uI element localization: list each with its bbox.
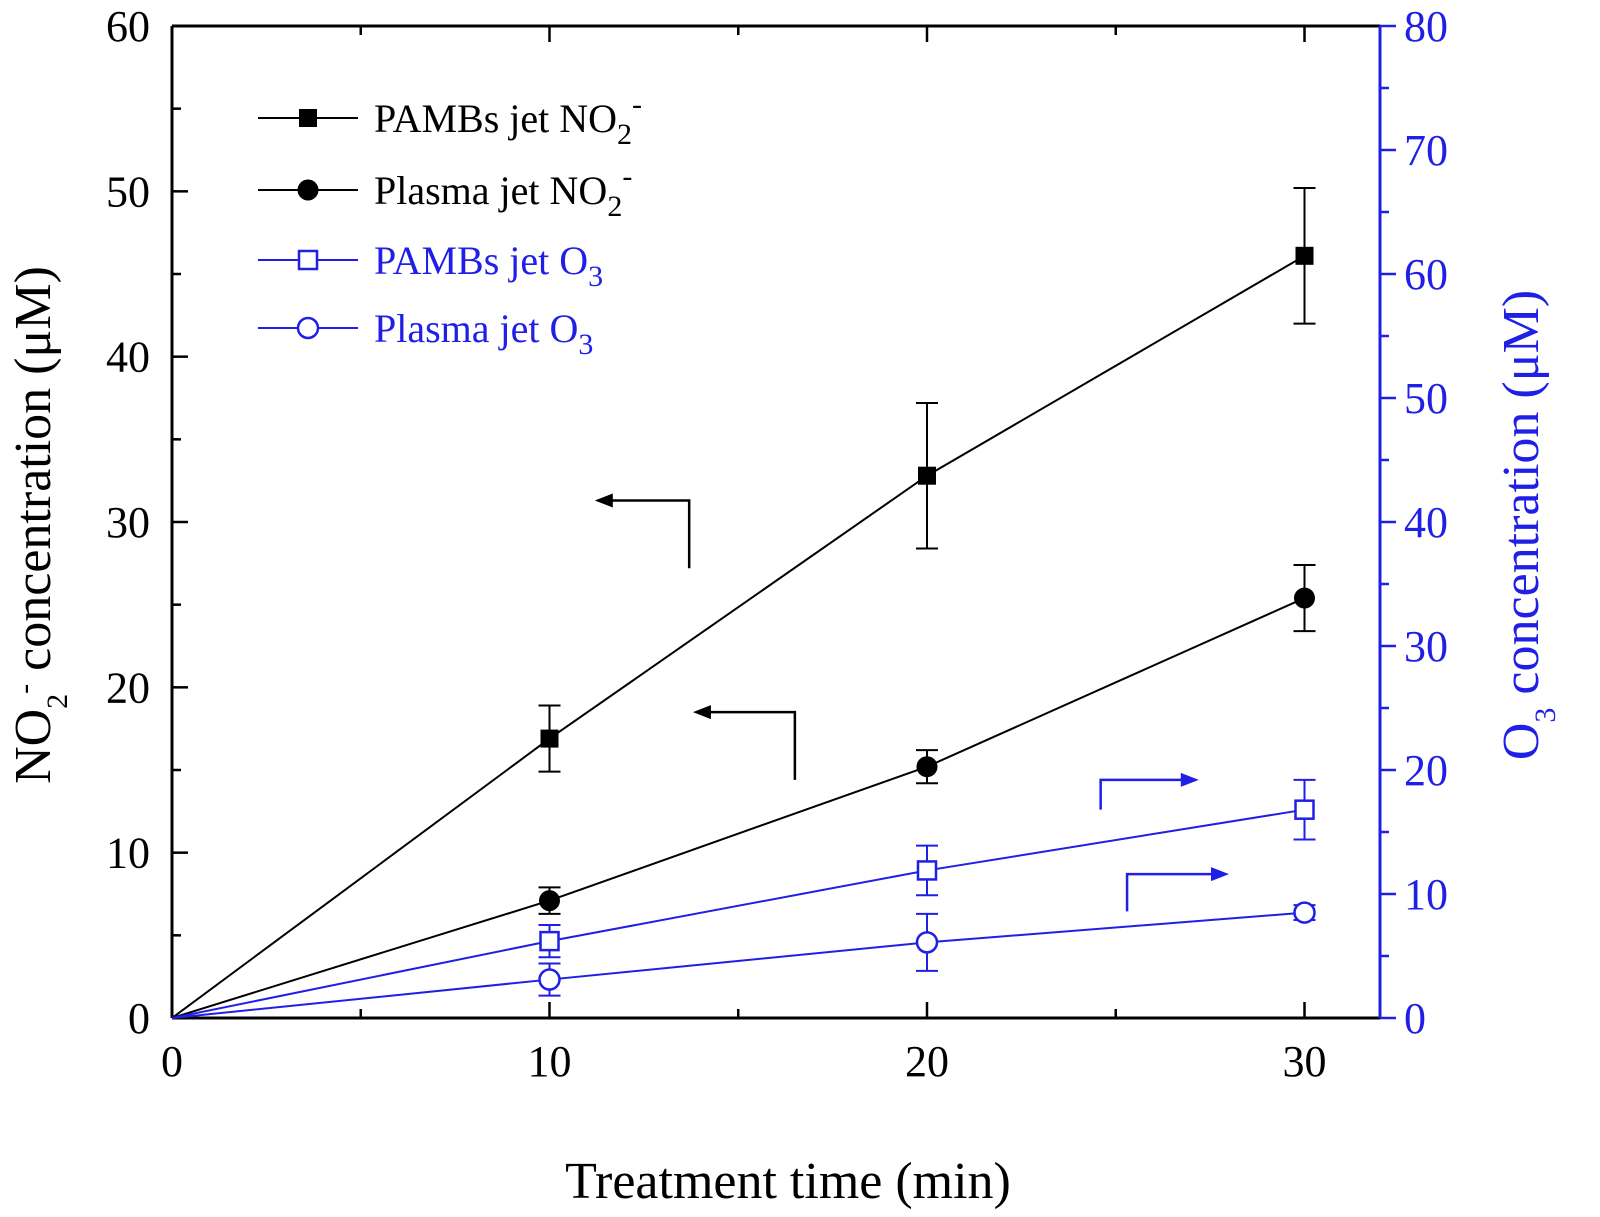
legend-label-sub: 2 bbox=[607, 190, 622, 223]
legend-label-sub: 3 bbox=[588, 260, 603, 293]
left-y-tick-label: 60 bbox=[106, 2, 150, 51]
axis-arrow-left bbox=[692, 705, 797, 780]
series-plasma-jet-o3 bbox=[171, 901, 1316, 1019]
right-y-tick-label: 20 bbox=[1404, 746, 1448, 795]
left-y-tick-label: 40 bbox=[106, 333, 150, 382]
right-y-tick-label: 40 bbox=[1404, 498, 1448, 547]
left-y-tick-label: 20 bbox=[106, 663, 150, 712]
right-y-axis-title-prefix: O bbox=[1493, 723, 1550, 761]
series bbox=[171, 187, 1316, 1019]
axis-arrows bbox=[594, 493, 1229, 912]
series-pambs-jet-no2 bbox=[171, 187, 1316, 1019]
arrow-shaft bbox=[1099, 778, 1185, 810]
legend-label-main: PAMBs jet O bbox=[374, 238, 588, 283]
x-tick-label: 10 bbox=[528, 1037, 572, 1086]
x-tick-label: 20 bbox=[905, 1037, 949, 1086]
arrow-head bbox=[692, 705, 711, 720]
series-line-plasma-jet-no2 bbox=[171, 597, 1305, 1019]
data-point bbox=[918, 466, 936, 485]
arrow-head bbox=[594, 493, 613, 508]
legend-label: Plasma jet NO2- bbox=[374, 160, 632, 223]
arrow-shaft bbox=[1125, 872, 1215, 912]
legend-label-sub: 2 bbox=[617, 118, 632, 151]
left-y-axis-title-sup: - bbox=[8, 684, 41, 694]
legend-entry: PAMBs jet NO2- bbox=[258, 88, 642, 151]
arrow-head bbox=[1211, 867, 1229, 882]
axis-arrow-left bbox=[594, 493, 691, 569]
data-point bbox=[1294, 587, 1315, 609]
x-axis-title: Treatment time (min) bbox=[565, 1153, 1011, 1210]
left-y-axis-title-sub: 2 bbox=[41, 694, 74, 709]
series-line-pambs-jet-no2 bbox=[171, 254, 1306, 1019]
legend-label: Plasma jet O3 bbox=[374, 306, 593, 361]
right-y-tick-label: 80 bbox=[1404, 2, 1448, 51]
series-plasma-jet-no2 bbox=[171, 563, 1316, 1019]
data-point bbox=[916, 756, 938, 778]
right-y-tick-label: 30 bbox=[1404, 622, 1448, 671]
data-point bbox=[1295, 246, 1314, 265]
legend-label: PAMBs jet NO2- bbox=[374, 88, 642, 151]
right-y-tick-label: 0 bbox=[1404, 994, 1426, 1043]
legend-label-sup: - bbox=[632, 88, 642, 121]
right-y-axis-title-rest: concentration (μM) bbox=[1493, 290, 1550, 708]
legend-entry: Plasma jet NO2- bbox=[258, 160, 632, 223]
data-point bbox=[916, 860, 938, 881]
legend: PAMBs jet NO2-Plasma jet NO2-PAMBs jet O… bbox=[258, 88, 642, 361]
right-y-tick-label: 50 bbox=[1404, 374, 1448, 423]
arrow-head bbox=[1180, 772, 1199, 787]
legend-marker bbox=[299, 109, 317, 127]
x-tick-label: 0 bbox=[161, 1037, 183, 1086]
data-point bbox=[539, 890, 560, 912]
legend-entry: Plasma jet O3 bbox=[258, 306, 593, 361]
legend-label-main: Plasma jet NO bbox=[374, 168, 607, 213]
legend-marker bbox=[297, 249, 319, 271]
left-y-axis-title: NO2- concentration (μM) bbox=[5, 266, 74, 784]
data-point bbox=[539, 930, 560, 952]
left-y-tick-label: 10 bbox=[106, 829, 150, 878]
x-tick-label: 30 bbox=[1283, 1037, 1327, 1086]
left-y-tick-label: 0 bbox=[128, 994, 150, 1043]
right-y-axis-title-sub: 3 bbox=[1529, 708, 1562, 723]
legend-label: PAMBs jet O3 bbox=[374, 238, 603, 293]
right-y-tick-label: 60 bbox=[1404, 250, 1448, 299]
legend-label-sub: 3 bbox=[578, 328, 593, 361]
right-y-axis-title: O3 concentration (μM) bbox=[1493, 290, 1562, 760]
left-y-tick-label: 30 bbox=[106, 498, 150, 547]
arrow-shaft bbox=[608, 499, 691, 569]
axis-arrow-right bbox=[1099, 772, 1199, 810]
left-y-axis-title-rest: concentration (μM) bbox=[5, 266, 62, 684]
legend-label-main: PAMBs jet NO bbox=[374, 96, 617, 141]
arrow-shaft bbox=[706, 710, 797, 780]
legend-entry: PAMBs jet O3 bbox=[258, 238, 603, 293]
data-point bbox=[538, 968, 561, 991]
data-point bbox=[915, 931, 939, 954]
legend-marker bbox=[296, 316, 320, 340]
right-y-tick-label: 70 bbox=[1404, 126, 1448, 175]
data-point bbox=[1293, 901, 1316, 924]
ticks: 0 10 20 30 0 10 20 30 40 50 60 0 10 20 30 40 50 60 70 80 bbox=[106, 2, 1448, 1086]
data-point bbox=[1294, 799, 1315, 820]
data-point bbox=[540, 729, 559, 748]
legend-label-main: Plasma jet O bbox=[374, 306, 578, 351]
left-y-tick-label: 50 bbox=[106, 167, 150, 216]
legend-label-sup: - bbox=[622, 160, 632, 193]
left-y-axis-title-prefix: NO bbox=[5, 709, 62, 784]
series-line-pambs-jet-o3 bbox=[171, 808, 1305, 1019]
right-y-tick-label: 10 bbox=[1404, 870, 1448, 919]
axes bbox=[170, 24, 1382, 1020]
legend-marker bbox=[297, 179, 319, 201]
axis-arrow-right bbox=[1125, 867, 1229, 912]
series-pambs-jet-o3 bbox=[171, 778, 1316, 1019]
series-line-plasma-jet-o3 bbox=[171, 911, 1305, 1019]
